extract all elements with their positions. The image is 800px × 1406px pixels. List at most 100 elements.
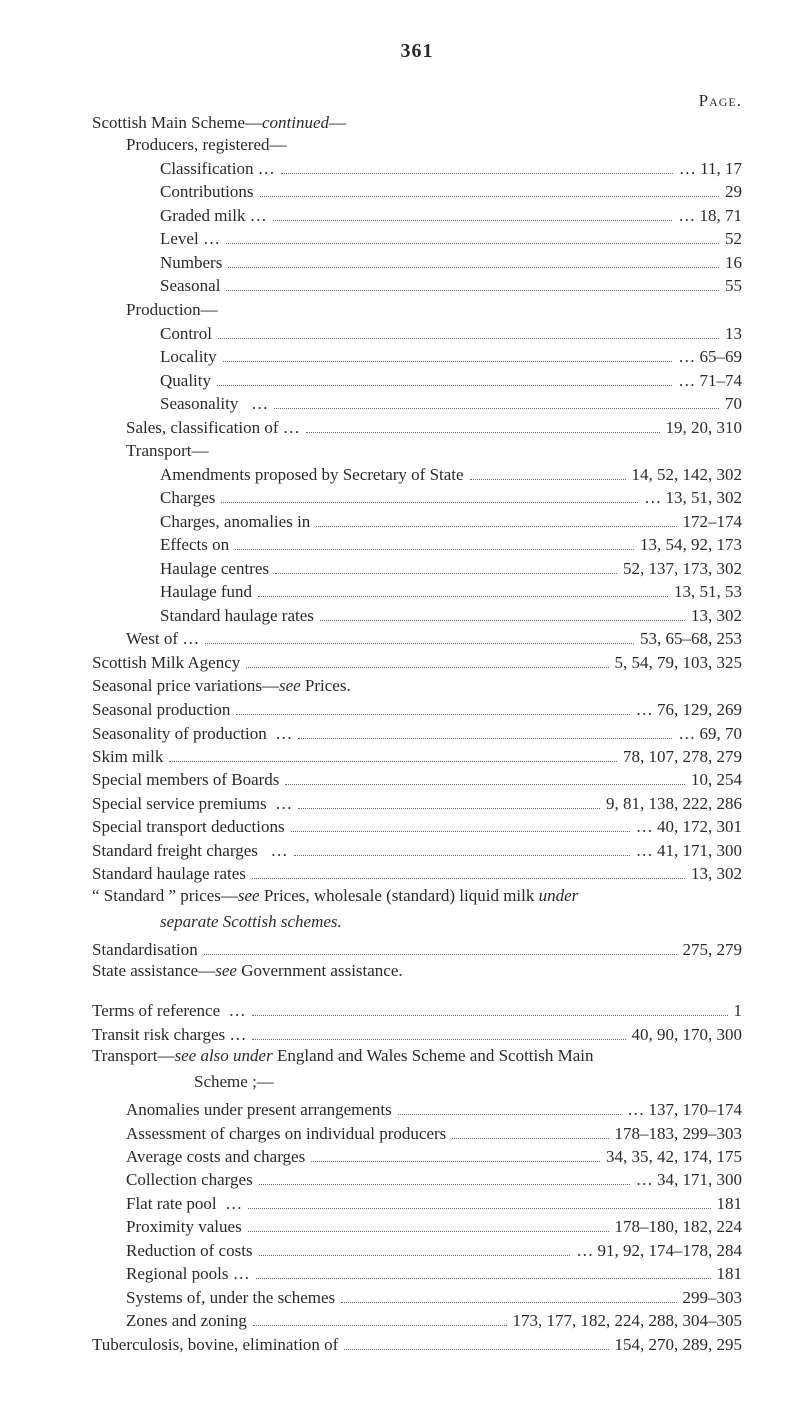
entry-page: … 71–74 xyxy=(678,369,742,392)
index-entry: Skim milk78, 107, 278, 279 xyxy=(92,745,742,768)
index-entry: Haulage centres52, 137, 173, 302 xyxy=(92,557,742,580)
index-entry: Special members of Boards10, 254 xyxy=(92,768,742,791)
section-heading: Production— xyxy=(92,300,742,320)
index-entry: Sales, classification of … 19, 20, 310 xyxy=(92,416,742,439)
leader-dots xyxy=(258,584,668,598)
entry-label: Anomalies under present arrangements xyxy=(126,1098,392,1121)
plain-text: “ Standard ” prices— xyxy=(92,886,238,905)
entry-label: Haulage fund xyxy=(160,580,252,603)
entry-label: Level … xyxy=(160,227,220,250)
entry-label: Proximity values xyxy=(126,1215,242,1238)
entry-page: 29 xyxy=(725,180,742,203)
index-entry: Standard haulage rates 13, 302 xyxy=(92,604,742,627)
leader-dots xyxy=(226,231,719,245)
entry-label: Scottish Milk Agency xyxy=(92,651,240,674)
index-entry: Collection charges… 34, 171, 300 xyxy=(92,1168,742,1191)
index-entry: Effects on13, 54, 92, 173 xyxy=(92,533,742,556)
index-entry: West of …53, 65–68, 253 xyxy=(92,627,742,650)
leader-dots xyxy=(236,701,629,715)
entry-label: Graded milk … xyxy=(160,204,267,227)
italic-text: separate Scottish schemes. xyxy=(160,912,342,931)
entry-page: 1 xyxy=(734,999,743,1022)
entry-page: 16 xyxy=(725,251,742,274)
entry-page: 53, 65–68, 253 xyxy=(640,627,742,650)
index-entry: Regional pools …181 xyxy=(92,1262,742,1285)
index-entry: Quality… 71–74 xyxy=(92,369,742,392)
index-entry: Special service premiums …9, 81, 138, 22… xyxy=(92,792,742,815)
entry-page: 19, 20, 310 xyxy=(666,416,743,439)
leader-dots xyxy=(252,1002,728,1016)
entry-page: 172–174 xyxy=(683,510,743,533)
plain-text: England and Wales Scheme and Scottish Ma… xyxy=(273,1046,594,1065)
entry-page: 14, 52, 142, 302 xyxy=(632,463,743,486)
entry-label: Charges, anomalies in xyxy=(160,510,310,533)
section-heading: Seasonal price variations—see Prices. xyxy=(92,676,742,696)
index-entry: Assessment of charges on individual prod… xyxy=(92,1122,742,1145)
entry-label: Amendments proposed by Secretary of Stat… xyxy=(160,463,464,486)
entry-label: Contributions xyxy=(160,180,254,203)
index-entry: Haulage fund 13, 51, 53 xyxy=(92,580,742,603)
entry-page: 40, 90, 170, 300 xyxy=(632,1023,743,1046)
entry-label: Control xyxy=(160,322,212,345)
index-entry: Amendments proposed by Secretary of Stat… xyxy=(92,463,742,486)
entry-label: Assessment of charges on individual prod… xyxy=(126,1122,446,1145)
entry-label: Seasonal xyxy=(160,274,220,297)
leader-dots xyxy=(298,725,672,739)
index-entry: Seasonality …70 xyxy=(92,392,742,415)
entry-label: Sales, classification of … xyxy=(126,416,300,439)
index-entry: Average costs and charges34, 35, 42, 174… xyxy=(92,1145,742,1168)
entry-page: 173, 177, 182, 224, 288, 304–305 xyxy=(513,1309,743,1332)
index-entry: Transit risk charges … 40, 90, 170, 300 xyxy=(92,1023,742,1046)
leader-dots xyxy=(294,842,630,856)
italic-text: see xyxy=(238,886,260,905)
text-line: State assistance—see Government assistan… xyxy=(92,961,742,981)
entry-label: Tuberculosis, bovine, elimination of xyxy=(92,1333,338,1356)
entry-label: Special members of Boards xyxy=(92,768,279,791)
leader-dots xyxy=(291,819,630,833)
index-entry: Charges, anomalies in 172–174 xyxy=(92,510,742,533)
leader-dots xyxy=(221,490,638,504)
entry-label: Regional pools … xyxy=(126,1262,250,1285)
leader-dots xyxy=(256,1265,711,1279)
entry-label: Special transport deductions xyxy=(92,815,285,838)
index-entry: Classification …… 11, 17 xyxy=(92,157,742,180)
page-header-label: Page. xyxy=(92,91,742,111)
entry-page: 178–180, 182, 224 xyxy=(615,1215,743,1238)
index-entry: Level … 52 xyxy=(92,227,742,250)
entry-label: Special service premiums … xyxy=(92,792,292,815)
entry-label: Numbers xyxy=(160,251,222,274)
index-entry: Terms of reference …1 xyxy=(92,999,742,1022)
entry-label: Transit risk charges … xyxy=(92,1023,246,1046)
index-page: 361 Page. Scottish Main Scheme—continued… xyxy=(0,0,800,1406)
entry-label: Standardisation xyxy=(92,938,198,961)
entry-page: 13, 302 xyxy=(691,604,742,627)
leader-dots xyxy=(275,560,617,574)
plain-text: Transport— xyxy=(92,1046,175,1065)
leader-dots xyxy=(320,607,685,621)
entry-page: … 76, 129, 269 xyxy=(636,698,742,721)
entry-page: 13, 51, 53 xyxy=(674,580,742,603)
plain-text: Scheme ;— xyxy=(194,1072,274,1091)
heading-suffix: — xyxy=(329,113,346,132)
index-entry: Proximity values 178–180, 182, 224 xyxy=(92,1215,742,1238)
leader-dots xyxy=(253,1312,507,1326)
index-entry: Charges… 13, 51, 302 xyxy=(92,486,742,509)
entry-label: Standard haulage rates xyxy=(160,604,314,627)
index-entry: Zones and zoning173, 177, 182, 224, 288,… xyxy=(92,1309,742,1332)
leader-dots xyxy=(246,654,608,668)
entry-label: Average costs and charges xyxy=(126,1145,305,1168)
plain-text: State assistance— xyxy=(92,961,215,980)
entry-page: … 137, 170–174 xyxy=(627,1098,742,1121)
index-entry: Seasonality of production …… 69, 70 xyxy=(92,722,742,745)
leader-dots xyxy=(452,1125,608,1139)
entry-page: 52 xyxy=(725,227,742,250)
leader-dots xyxy=(252,865,685,879)
entry-page: … 69, 70 xyxy=(678,722,742,745)
entry-page: … 13, 51, 302 xyxy=(644,486,742,509)
plain-text: Government assistance. xyxy=(237,961,403,980)
index-entry: Seasonal production… 76, 129, 269 xyxy=(92,698,742,721)
leader-dots xyxy=(298,795,600,809)
entry-page: … 41, 171, 300 xyxy=(636,839,742,862)
entry-label: Skim milk xyxy=(92,745,163,768)
entry-page: 13, 54, 92, 173 xyxy=(640,533,742,556)
